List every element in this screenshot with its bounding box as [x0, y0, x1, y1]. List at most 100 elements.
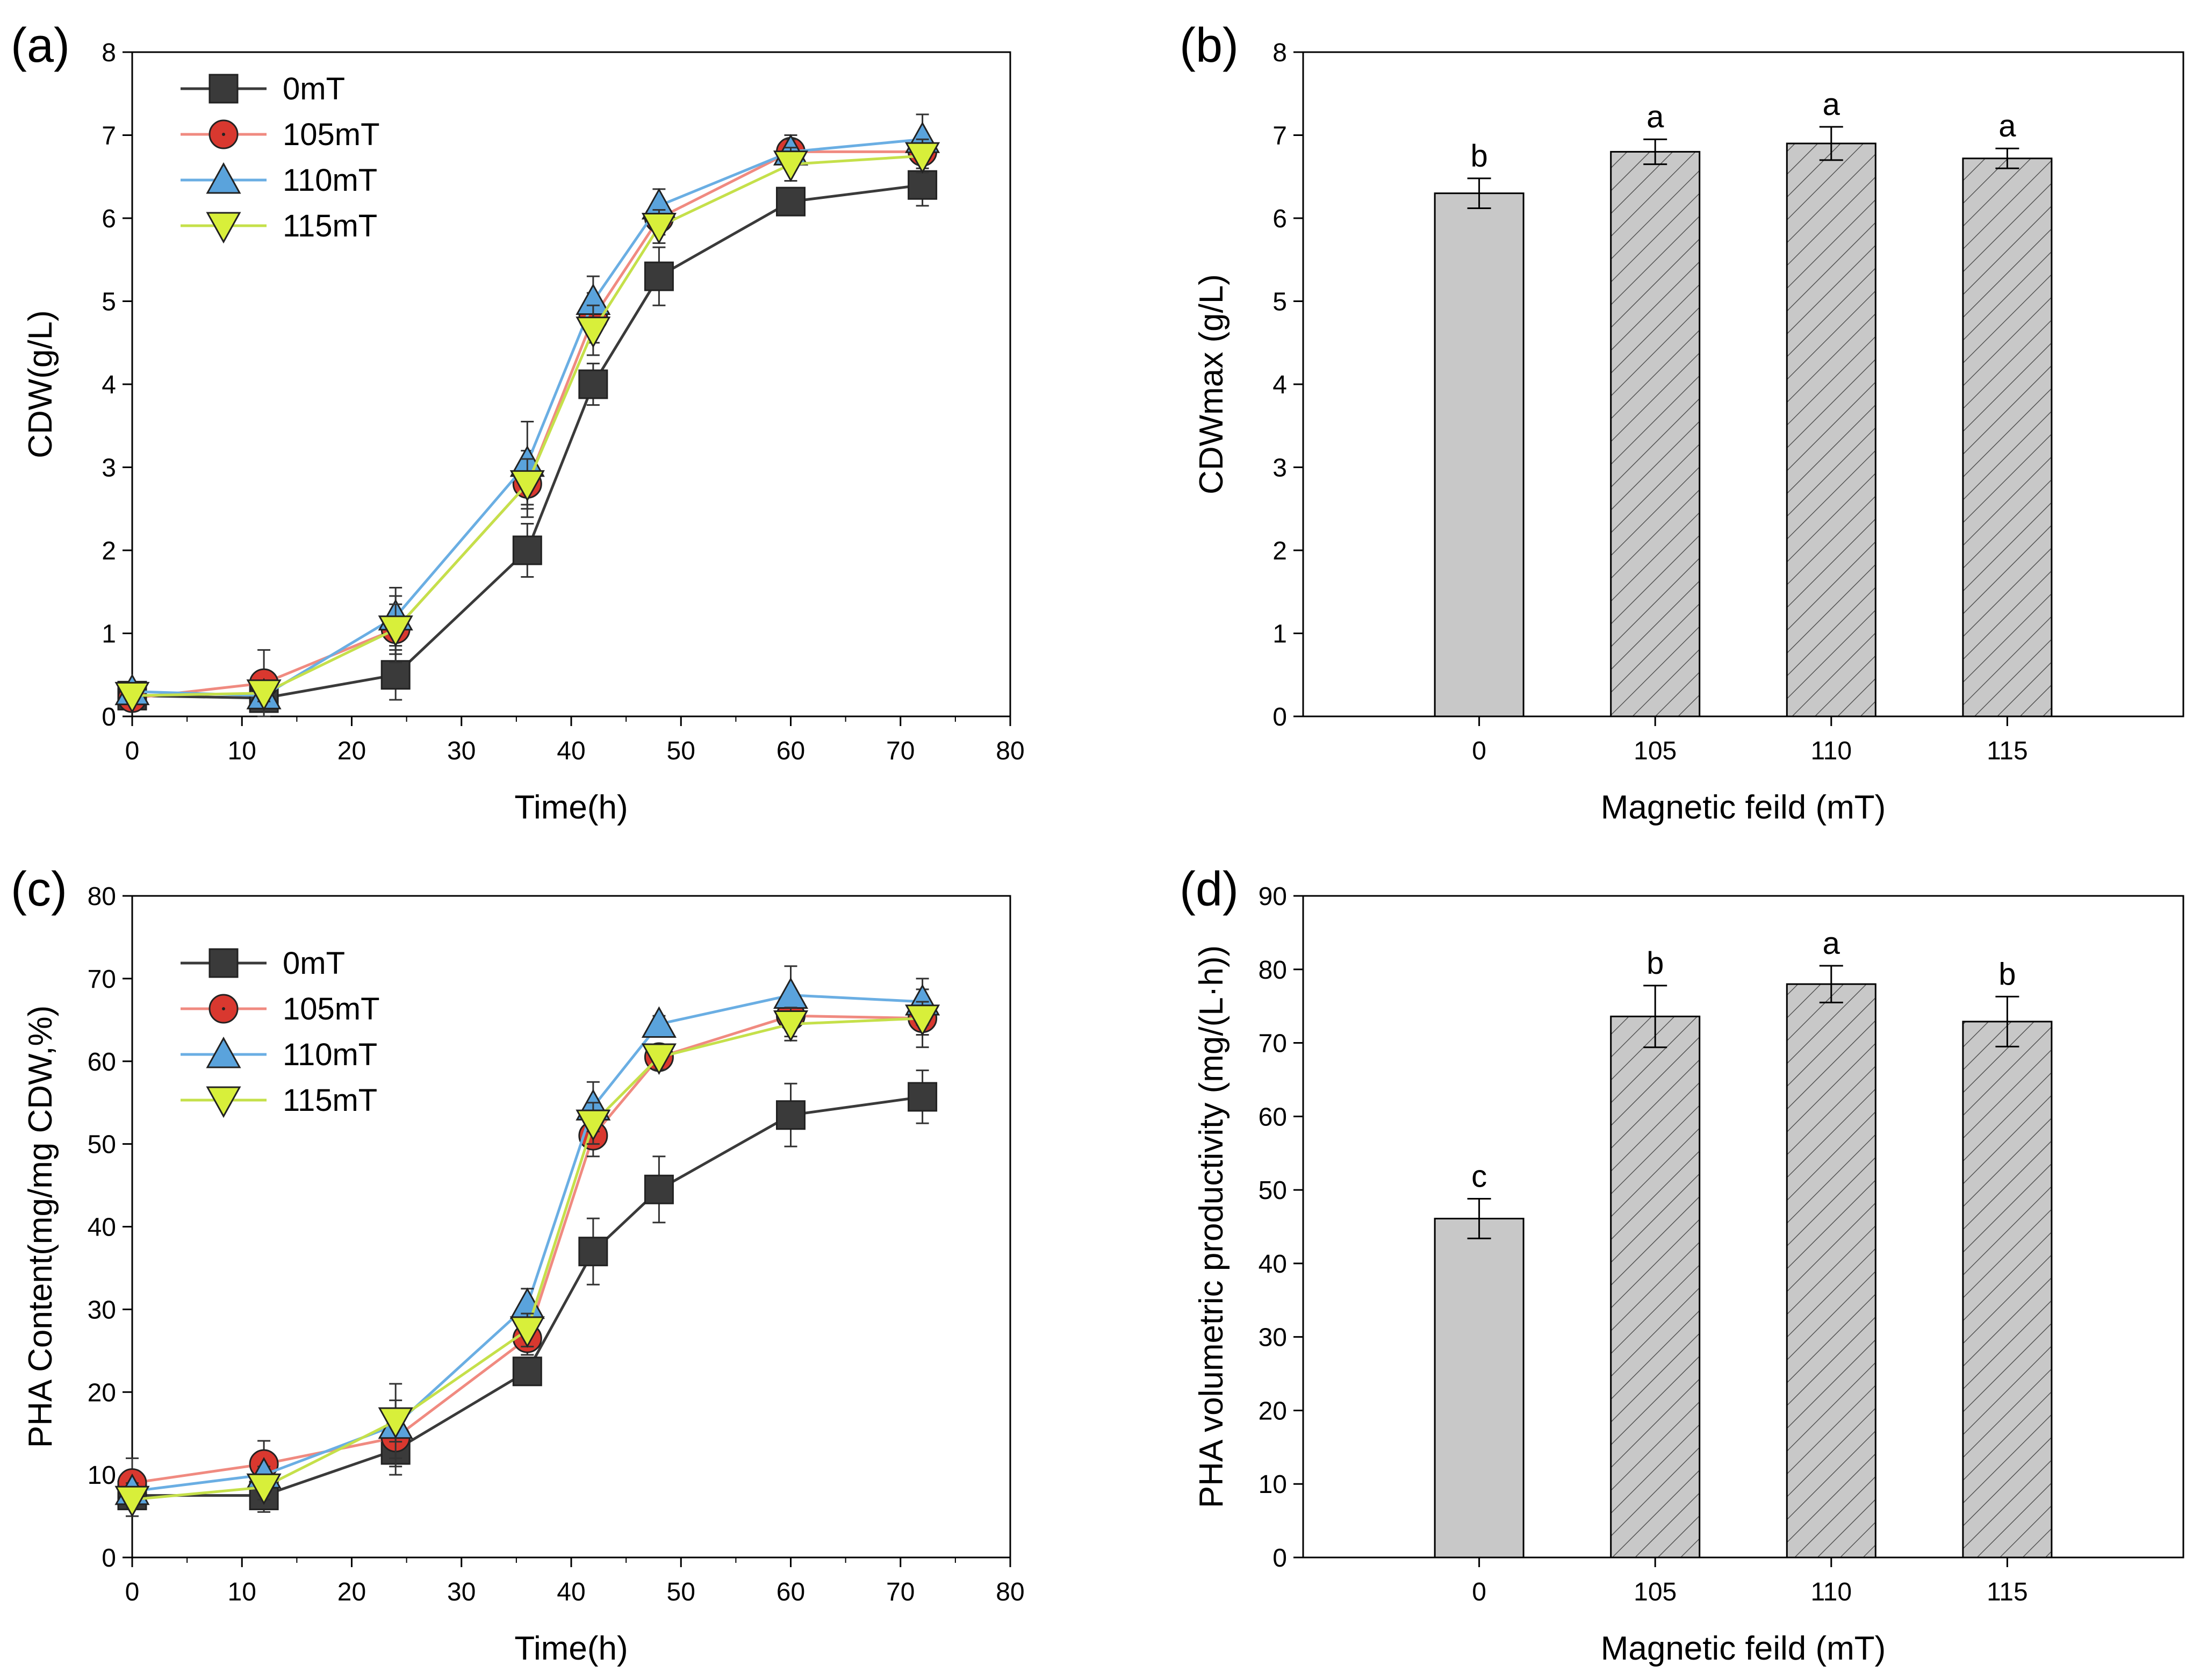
- legend-entry-110mT: 110mT: [181, 162, 377, 198]
- bar-group-105: b: [1610, 946, 1701, 1559]
- y-tick-label: 40: [88, 1214, 116, 1242]
- triangle-down-marker: [576, 1109, 611, 1141]
- triangle-down-marker: [378, 1407, 413, 1439]
- triangle-up-marker: [641, 1006, 677, 1038]
- y-tick-label: 8: [102, 39, 116, 67]
- x-tick-label: 30: [447, 737, 476, 765]
- legend: 0mT 105mT 110mT 115mT: [181, 71, 380, 244]
- legend-entry-115mT: 115mT: [181, 209, 377, 244]
- y-tick-label: 60: [1259, 1103, 1287, 1131]
- x-tick-label: 0: [1472, 737, 1486, 765]
- legend-label: 105mT: [283, 117, 380, 152]
- x-tick-label: 10: [228, 737, 256, 765]
- y-tick-label: 3: [1272, 454, 1287, 483]
- series-line: [132, 1017, 923, 1501]
- triangle-down-marker: [114, 681, 150, 714]
- triangle-down-marker: [773, 1010, 809, 1042]
- legend-label: 0mT: [283, 71, 345, 106]
- y-tick-label: 0: [1272, 703, 1287, 731]
- legend-label: 115mT: [283, 209, 377, 243]
- marker-center-dot: [222, 1007, 225, 1010]
- y-tick-label: 20: [88, 1379, 116, 1407]
- x-tick-label: 0: [125, 1578, 140, 1606]
- triangle-up-marker: [206, 162, 241, 194]
- y-tick-label: 0: [102, 703, 116, 731]
- x-tick-label: 50: [667, 737, 695, 765]
- y-tick-label: 80: [1259, 956, 1287, 985]
- y-tick-label: 50: [88, 1131, 116, 1159]
- square-marker: [644, 261, 674, 291]
- series-110mT: [114, 965, 940, 1505]
- x-tick-label: 105: [1634, 737, 1677, 765]
- significance-letter: b: [1646, 946, 1664, 981]
- panel-label: (b): [1180, 19, 1239, 73]
- square-marker: [512, 535, 542, 565]
- series-line: [132, 1095, 923, 1497]
- x-axis-label: Magnetic feild (mT): [1601, 789, 1886, 826]
- square-marker: [776, 1100, 806, 1130]
- y-tick-label: 0: [102, 1544, 116, 1573]
- x-tick-label: 40: [557, 737, 585, 765]
- legend-entry-105mT: 105mT: [181, 117, 380, 152]
- triangle-down-marker: [773, 150, 809, 182]
- panel-d-pha-productivity-bar-chart: (d) Magnetic feild (mT) PHA volumetric p…: [1180, 863, 2184, 1667]
- y-tick-label: 70: [88, 965, 116, 994]
- bar: [1434, 192, 1525, 717]
- y-axis-label: PHA Content(mg/mg CDW,%): [22, 1006, 59, 1448]
- y-tick-label: 3: [102, 454, 116, 483]
- legend: 0mT 105mT 110mT 115mT: [181, 946, 380, 1118]
- square-marker: [208, 74, 239, 104]
- bar: [1434, 1217, 1525, 1559]
- bar: [1962, 1021, 2053, 1559]
- y-tick-label: 30: [1259, 1324, 1287, 1352]
- y-tick-label: 2: [102, 537, 116, 565]
- square-marker: [578, 369, 608, 399]
- square-marker: [908, 1082, 938, 1112]
- square-marker: [512, 1356, 542, 1387]
- significance-letter: c: [1471, 1159, 1487, 1194]
- y-axis-label: CDWmax (g/L): [1193, 274, 1230, 494]
- significance-letter: a: [1646, 99, 1664, 134]
- y-tick-label: 90: [1259, 882, 1287, 911]
- bar-group-0: c: [1434, 1159, 1525, 1559]
- bar: [1610, 150, 1701, 717]
- y-tick-label: 30: [88, 1296, 116, 1324]
- x-tick-label: 40: [557, 1578, 585, 1606]
- x-tick-label: 30: [447, 1578, 476, 1606]
- triangle-down-marker: [206, 212, 241, 244]
- legend-label: 0mT: [283, 946, 345, 981]
- y-tick-label: 60: [88, 1048, 116, 1076]
- series-line: [132, 994, 923, 1493]
- y-tick-label: 80: [88, 882, 116, 911]
- square-marker: [908, 170, 938, 200]
- y-tick-label: 0: [1272, 1544, 1287, 1573]
- x-axis-label: Magnetic feild (mT): [1601, 1630, 1886, 1667]
- panel-label: (a): [11, 19, 70, 73]
- y-tick-label: 6: [102, 205, 116, 233]
- series-line: [132, 1014, 923, 1484]
- y-tick-label: 7: [1272, 122, 1287, 150]
- significance-letter: b: [1998, 957, 2016, 992]
- y-axis-label: PHA volumetric productivity (mg/(L·h)): [1193, 945, 1230, 1508]
- bar: [1786, 983, 1876, 1559]
- bar-group-110: a: [1786, 926, 1876, 1559]
- x-tick-label: 115: [1987, 737, 2028, 765]
- triangle-down-marker: [246, 679, 282, 711]
- x-tick-label: 50: [667, 1578, 695, 1606]
- square-marker: [644, 1174, 674, 1204]
- panel-b-cdwmax-bar-chart: (b) Magnetic feild (mT) CDWmax (g/L) 0 1 2…: [1180, 19, 2184, 826]
- x-axis-label: Time(h): [514, 789, 628, 826]
- triangle-up-marker: [206, 1036, 241, 1068]
- significance-letter: a: [1998, 109, 2016, 143]
- triangle-down-marker: [509, 1316, 545, 1348]
- significance-letter: b: [1470, 139, 1487, 174]
- x-tick-label: 60: [776, 737, 805, 765]
- bar: [1962, 157, 2053, 717]
- y-tick-label: 2: [1272, 537, 1287, 565]
- panel-label: (c): [11, 863, 67, 916]
- square-marker: [578, 1237, 608, 1267]
- triangle-down-marker: [576, 317, 611, 348]
- legend-entry-0mT: 0mT: [181, 946, 345, 981]
- x-tick-label: 0: [1472, 1578, 1486, 1606]
- y-tick-label: 7: [102, 122, 116, 150]
